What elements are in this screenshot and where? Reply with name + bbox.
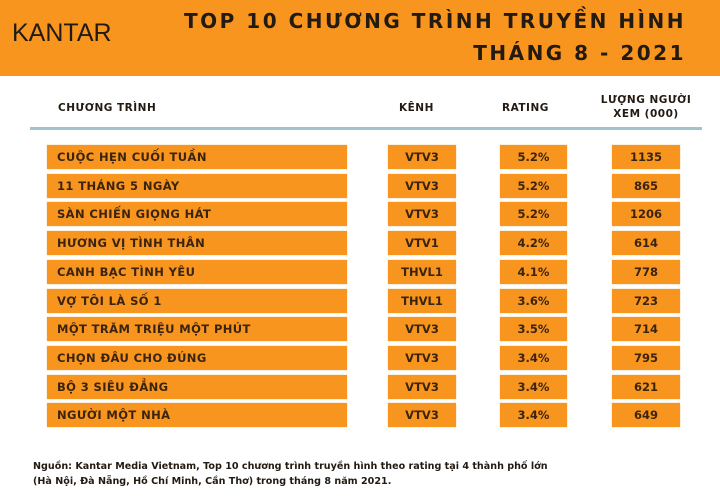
column-header-viewers-line2: XEM (000) [613, 108, 679, 120]
viewers-cell: 649 [612, 403, 680, 428]
kantar-logo: KANTAR [12, 19, 112, 47]
column-header-channel: KÊNH [399, 102, 434, 114]
program-cell: 11 THÁNG 5 NGÀY [47, 173, 347, 198]
rating-cell: 5.2% [500, 202, 567, 227]
program-cell: SÀN CHIẾN GIỌNG HÁT [47, 202, 347, 227]
channel-cell: VTV3 [388, 202, 456, 227]
rating-cell: 5.2% [500, 145, 567, 169]
page-title: TOP 10 CHƯƠNG TRÌNH TRUYỀN HÌNH [184, 9, 686, 33]
channel-cell: THVL1 [388, 259, 456, 284]
source-note: Nguồn: Kantar Media Vietnam, Top 10 chươ… [33, 459, 548, 489]
program-cell: CUỘC HẸN CUỐI TUẦN [47, 145, 347, 169]
channel-cell: VTV3 [388, 374, 456, 399]
channel-cell: VTV3 [388, 317, 456, 342]
viewers-cell: 614 [612, 231, 680, 256]
viewers-cell: 1135 [612, 145, 680, 169]
channel-cell: VTV3 [388, 345, 456, 370]
program-cell: MỘT TRĂM TRIỆU MỘT PHÚT [47, 317, 347, 342]
rating-cell: 3.4% [500, 345, 567, 370]
viewers-cell: 778 [612, 259, 680, 284]
source-line-2: (Hà Nội, Đà Nẵng, Hồ Chí Minh, Cần Thơ) … [33, 476, 392, 487]
page-subtitle: THÁNG 8 - 2021 [473, 41, 686, 65]
program-cell: CHỌN ĐÂU CHO ĐÚNG [47, 345, 347, 370]
channel-cell: VTV3 [388, 173, 456, 198]
program-cell: CANH BẠC TÌNH YÊU [47, 259, 347, 284]
channel-cell: VTV3 [388, 145, 456, 169]
viewers-cell: 1206 [612, 202, 680, 227]
channel-cell: THVL1 [388, 288, 456, 313]
program-cell: NGƯỜI MỘT NHÀ [47, 403, 347, 428]
channel-cell: VTV3 [388, 403, 456, 428]
column-header-rating: RATING [502, 102, 549, 114]
column-header-viewers: LƯỢNG NGƯỜI XEM (000) [596, 94, 696, 120]
rating-cell: 4.1% [500, 259, 567, 284]
viewers-cell: 621 [612, 374, 680, 399]
viewers-cell: 714 [612, 317, 680, 342]
channel-cell: VTV1 [388, 231, 456, 256]
column-header-viewers-line1: LƯỢNG NGƯỜI [600, 94, 692, 106]
program-cell: HƯƠNG VỊ TÌNH THÂN [47, 231, 347, 256]
viewers-cell: 723 [612, 288, 680, 313]
header-banner: KANTAR TOP 10 CHƯƠNG TRÌNH TRUYỀN HÌNH T… [0, 0, 720, 76]
viewers-cell: 865 [612, 173, 680, 198]
program-cell: VỢ TÔI LÀ SỐ 1 [47, 288, 347, 313]
rating-cell: 3.4% [500, 403, 567, 428]
column-header-program: CHƯƠNG TRÌNH [58, 102, 157, 114]
program-cell: BỘ 3 SIÊU ĐẲNG [47, 374, 347, 399]
header-divider [30, 127, 702, 130]
rating-cell: 5.2% [500, 173, 567, 198]
source-line-1: Nguồn: Kantar Media Vietnam, Top 10 chươ… [33, 461, 548, 472]
rating-cell: 3.4% [500, 374, 567, 399]
rating-cell: 3.5% [500, 317, 567, 342]
rating-cell: 3.6% [500, 288, 567, 313]
viewers-cell: 795 [612, 345, 680, 370]
rating-cell: 4.2% [500, 231, 567, 256]
